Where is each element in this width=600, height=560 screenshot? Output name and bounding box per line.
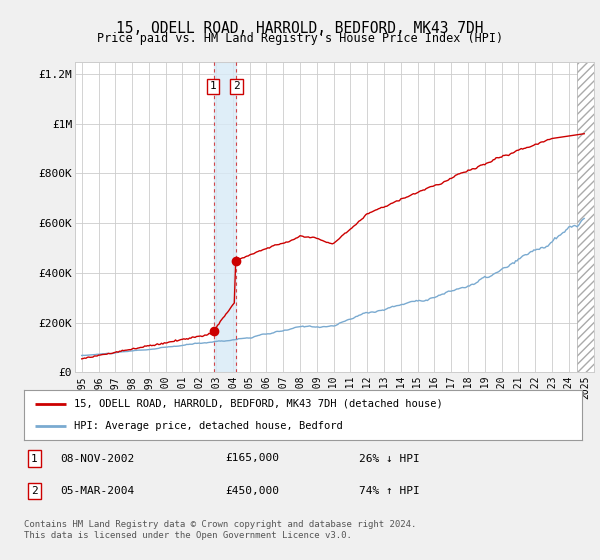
Bar bbox=[214, 62, 236, 372]
Text: £450,000: £450,000 bbox=[225, 486, 279, 496]
Text: HPI: Average price, detached house, Bedford: HPI: Average price, detached house, Bedf… bbox=[74, 421, 343, 431]
Text: Contains HM Land Registry data © Crown copyright and database right 2024.: Contains HM Land Registry data © Crown c… bbox=[24, 520, 416, 529]
Text: 74% ↑ HPI: 74% ↑ HPI bbox=[359, 486, 419, 496]
Text: 15, ODELL ROAD, HARROLD, BEDFORD, MK43 7DH: 15, ODELL ROAD, HARROLD, BEDFORD, MK43 7… bbox=[116, 21, 484, 36]
Text: 08-NOV-2002: 08-NOV-2002 bbox=[60, 454, 134, 464]
Text: 1: 1 bbox=[31, 454, 37, 464]
Text: 26% ↓ HPI: 26% ↓ HPI bbox=[359, 454, 419, 464]
Text: 2: 2 bbox=[31, 486, 37, 496]
Text: 1: 1 bbox=[209, 81, 216, 91]
Text: 05-MAR-2004: 05-MAR-2004 bbox=[60, 486, 134, 496]
Text: 2: 2 bbox=[233, 81, 240, 91]
Bar bbox=[577, 62, 594, 372]
Text: 15, ODELL ROAD, HARROLD, BEDFORD, MK43 7DH (detached house): 15, ODELL ROAD, HARROLD, BEDFORD, MK43 7… bbox=[74, 399, 443, 409]
Text: Price paid vs. HM Land Registry's House Price Index (HPI): Price paid vs. HM Land Registry's House … bbox=[97, 32, 503, 45]
Text: This data is licensed under the Open Government Licence v3.0.: This data is licensed under the Open Gov… bbox=[24, 531, 352, 540]
Text: £165,000: £165,000 bbox=[225, 454, 279, 464]
